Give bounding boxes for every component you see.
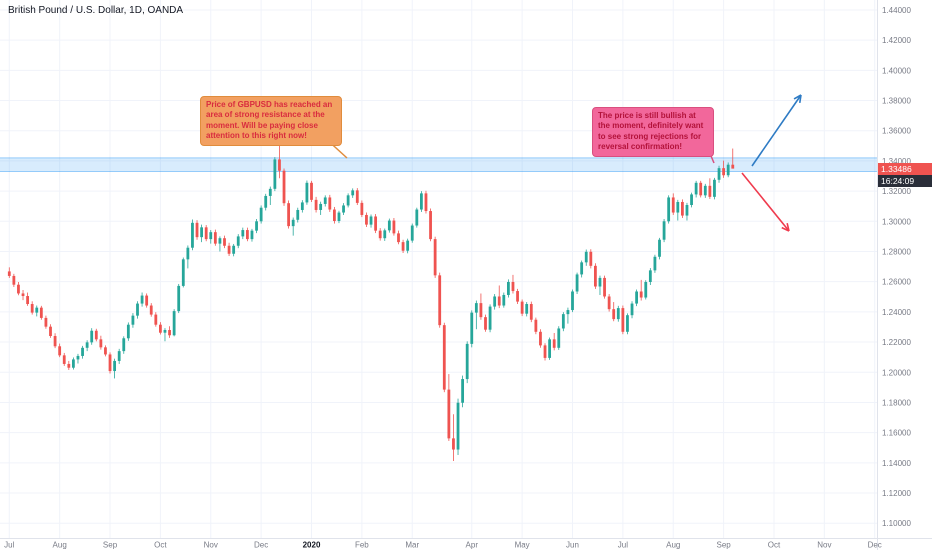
svg-text:1.30000: 1.30000 (882, 217, 911, 226)
svg-text:Sep: Sep (103, 541, 118, 550)
candles (7, 143, 735, 462)
svg-text:1.24000: 1.24000 (882, 308, 911, 317)
svg-text:1.20000: 1.20000 (882, 368, 911, 377)
svg-text:1.38000: 1.38000 (882, 97, 911, 106)
svg-text:1.32000: 1.32000 (882, 187, 911, 196)
svg-text:1.36000: 1.36000 (882, 127, 911, 136)
bullish-arrow[interactable] (751, 94, 802, 167)
svg-text:1.16000: 1.16000 (882, 429, 911, 438)
svg-text:Oct: Oct (154, 541, 167, 550)
symbol-title[interactable]: British Pound / U.S. Dollar, 1D, OANDA (8, 5, 184, 16)
svg-text:1.18000: 1.18000 (882, 398, 911, 407)
svg-text:Feb: Feb (355, 541, 369, 550)
bearish-arrow[interactable] (741, 172, 790, 232)
callout-resistance-note[interactable]: Price of GBPUSD has reached an area of s… (200, 96, 342, 146)
candle-countdown-label: 16:24:09 (878, 174, 932, 187)
svg-text:Jun: Jun (566, 541, 579, 550)
svg-text:1.12000: 1.12000 (882, 489, 911, 498)
svg-text:Dec: Dec (868, 541, 882, 550)
svg-text:1.10000: 1.10000 (882, 519, 911, 528)
svg-text:1.22000: 1.22000 (882, 338, 911, 347)
callout-bullish-note[interactable]: The price is still bullish at the moment… (592, 107, 714, 157)
svg-text:Oct: Oct (768, 541, 781, 550)
svg-text:1.44000: 1.44000 (882, 6, 911, 15)
svg-text:Dec: Dec (254, 541, 268, 550)
svg-text:Aug: Aug (666, 541, 680, 550)
svg-text:Jul: Jul (4, 541, 14, 550)
time-axis[interactable]: Jul Aug Sep Oct Nov Dec 2020 Feb Mar Apr May Jun Jul… (4, 541, 882, 550)
svg-text:1.28000: 1.28000 (882, 247, 911, 256)
svg-text:1.42000: 1.42000 (882, 36, 911, 45)
resistance-zone[interactable] (0, 157, 877, 172)
svg-text:Nov: Nov (817, 541, 831, 550)
svg-text:1.26000: 1.26000 (882, 278, 911, 287)
last-price-label: 1.33486 (878, 162, 932, 175)
svg-text:Aug: Aug (53, 541, 67, 550)
svg-text:1.14000: 1.14000 (882, 459, 911, 468)
svg-text:Apr: Apr (466, 541, 479, 550)
svg-text:2020: 2020 (303, 541, 321, 550)
svg-text:1.40000: 1.40000 (882, 66, 911, 75)
price-axis[interactable]: 1.44000 1.42000 1.40000 1.38000 1.36000 1.340… (882, 6, 911, 528)
svg-text:Jul: Jul (618, 541, 628, 550)
svg-text:Sep: Sep (716, 541, 731, 550)
svg-text:1.34000: 1.34000 (882, 157, 911, 166)
svg-text:May: May (515, 541, 530, 550)
svg-text:Mar: Mar (405, 541, 419, 550)
grid (0, 0, 877, 538)
svg-text:Nov: Nov (204, 541, 218, 550)
